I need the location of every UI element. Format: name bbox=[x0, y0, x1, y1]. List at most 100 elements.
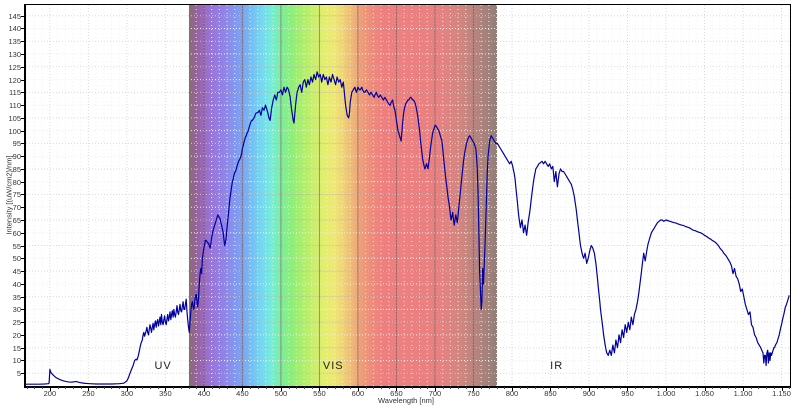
x-minor-tick bbox=[381, 387, 383, 389]
y-tick-label: 70 bbox=[12, 203, 21, 213]
x-minor-tick bbox=[481, 387, 483, 389]
x-minor-tick bbox=[727, 387, 729, 389]
y-tick bbox=[21, 168, 25, 170]
region-label-uv: UV bbox=[154, 360, 172, 372]
x-minor-tick bbox=[111, 387, 113, 389]
y-tick-label: 85 bbox=[12, 164, 21, 174]
x-axis-title: Wavelength [nm] bbox=[378, 396, 434, 405]
x-tick-label: 600 bbox=[351, 389, 365, 398]
x-tick-label: 950 bbox=[621, 389, 634, 398]
y-tick bbox=[21, 130, 25, 132]
x-minor-tick bbox=[72, 387, 74, 389]
y-tick-label: 25 bbox=[12, 318, 21, 328]
y-tick-label: 75 bbox=[12, 190, 21, 200]
x-tick-label: 350 bbox=[159, 389, 172, 398]
x-minor-tick bbox=[334, 387, 336, 389]
y-tick bbox=[21, 143, 25, 145]
y-tick-label: 105 bbox=[8, 113, 21, 123]
x-tick bbox=[88, 387, 90, 391]
x-minor-tick bbox=[180, 387, 182, 389]
x-minor-tick bbox=[789, 387, 791, 389]
x-tick bbox=[203, 387, 205, 391]
x-minor-tick bbox=[696, 387, 698, 389]
x-minor-tick bbox=[365, 387, 367, 389]
x-minor-tick bbox=[604, 387, 606, 389]
y-tick bbox=[21, 283, 25, 285]
y-tick bbox=[21, 220, 25, 221]
x-minor-tick bbox=[373, 387, 375, 389]
x-minor-tick bbox=[34, 387, 36, 389]
x-tick-label: 250 bbox=[82, 389, 95, 398]
y-tick-label: 110 bbox=[9, 101, 21, 111]
x-tick bbox=[743, 387, 745, 391]
x-tick bbox=[473, 387, 475, 391]
x-minor-tick bbox=[42, 387, 44, 389]
x-tick bbox=[434, 387, 436, 391]
x-minor-tick bbox=[103, 387, 105, 389]
x-minor-tick bbox=[712, 387, 714, 389]
x-tick-label: 1.150 bbox=[772, 389, 791, 398]
y-tick bbox=[21, 181, 25, 183]
y-tick bbox=[21, 54, 25, 56]
x-minor-tick bbox=[766, 387, 768, 389]
x-minor-tick bbox=[465, 387, 467, 389]
x-tick bbox=[704, 387, 706, 391]
y-tick-label: 40 bbox=[12, 279, 21, 289]
x-minor-tick bbox=[488, 387, 490, 389]
x-tick-label: 200 bbox=[43, 389, 57, 398]
x-minor-tick bbox=[157, 387, 159, 389]
x-minor-tick bbox=[758, 387, 760, 389]
x-minor-tick bbox=[149, 387, 151, 389]
y-tick bbox=[21, 296, 25, 298]
y-tick bbox=[21, 271, 25, 273]
x-tick bbox=[357, 387, 359, 391]
x-minor-tick bbox=[673, 387, 675, 389]
y-tick-label: 60 bbox=[12, 228, 21, 238]
y-tick bbox=[21, 15, 25, 17]
x-minor-tick bbox=[427, 387, 429, 389]
x-tick bbox=[242, 387, 244, 391]
x-minor-tick bbox=[581, 387, 583, 389]
x-tick bbox=[781, 387, 783, 391]
x-tick-label: 900 bbox=[582, 389, 596, 398]
x-tick bbox=[49, 387, 51, 391]
x-minor-tick bbox=[80, 387, 82, 389]
x-minor-tick bbox=[211, 387, 213, 389]
x-tick-label: 850 bbox=[544, 389, 557, 398]
x-minor-tick bbox=[119, 387, 121, 389]
x-minor-tick bbox=[296, 387, 298, 389]
y-tick bbox=[21, 41, 25, 43]
x-minor-tick bbox=[304, 387, 306, 389]
x-minor-tick bbox=[635, 387, 637, 389]
y-tick bbox=[21, 232, 25, 234]
x-minor-tick bbox=[542, 387, 544, 389]
y-tick bbox=[21, 322, 25, 324]
x-minor-tick bbox=[142, 387, 144, 389]
x-minor-tick bbox=[735, 387, 737, 389]
x-minor-tick bbox=[419, 387, 421, 389]
x-minor-tick bbox=[273, 387, 275, 389]
x-minor-tick bbox=[519, 387, 521, 389]
x-tick-label: 550 bbox=[313, 389, 326, 398]
y-tick-label: 130 bbox=[8, 50, 21, 60]
x-tick-label: 800 bbox=[505, 389, 519, 398]
x-minor-tick bbox=[342, 387, 344, 389]
x-minor-tick bbox=[173, 387, 175, 389]
y-tick-label: 115 bbox=[9, 88, 21, 98]
x-tick bbox=[280, 387, 282, 391]
x-tick-label: 750 bbox=[467, 389, 480, 398]
y-tick bbox=[21, 79, 25, 81]
x-minor-tick bbox=[196, 387, 198, 389]
x-minor-tick bbox=[450, 387, 452, 389]
y-tick-label: 50 bbox=[12, 254, 21, 264]
spectrum-curve bbox=[26, 71, 790, 385]
x-minor-tick bbox=[689, 387, 691, 389]
x-tick-label: 700 bbox=[428, 389, 442, 398]
y-tick-label: 45 bbox=[12, 267, 21, 277]
y-tick-label: 120 bbox=[8, 75, 21, 85]
x-minor-tick bbox=[458, 387, 460, 389]
y-tick-label: 90 bbox=[12, 152, 21, 162]
x-minor-tick bbox=[658, 387, 660, 389]
x-minor-tick bbox=[96, 387, 98, 389]
x-minor-tick bbox=[65, 387, 67, 389]
